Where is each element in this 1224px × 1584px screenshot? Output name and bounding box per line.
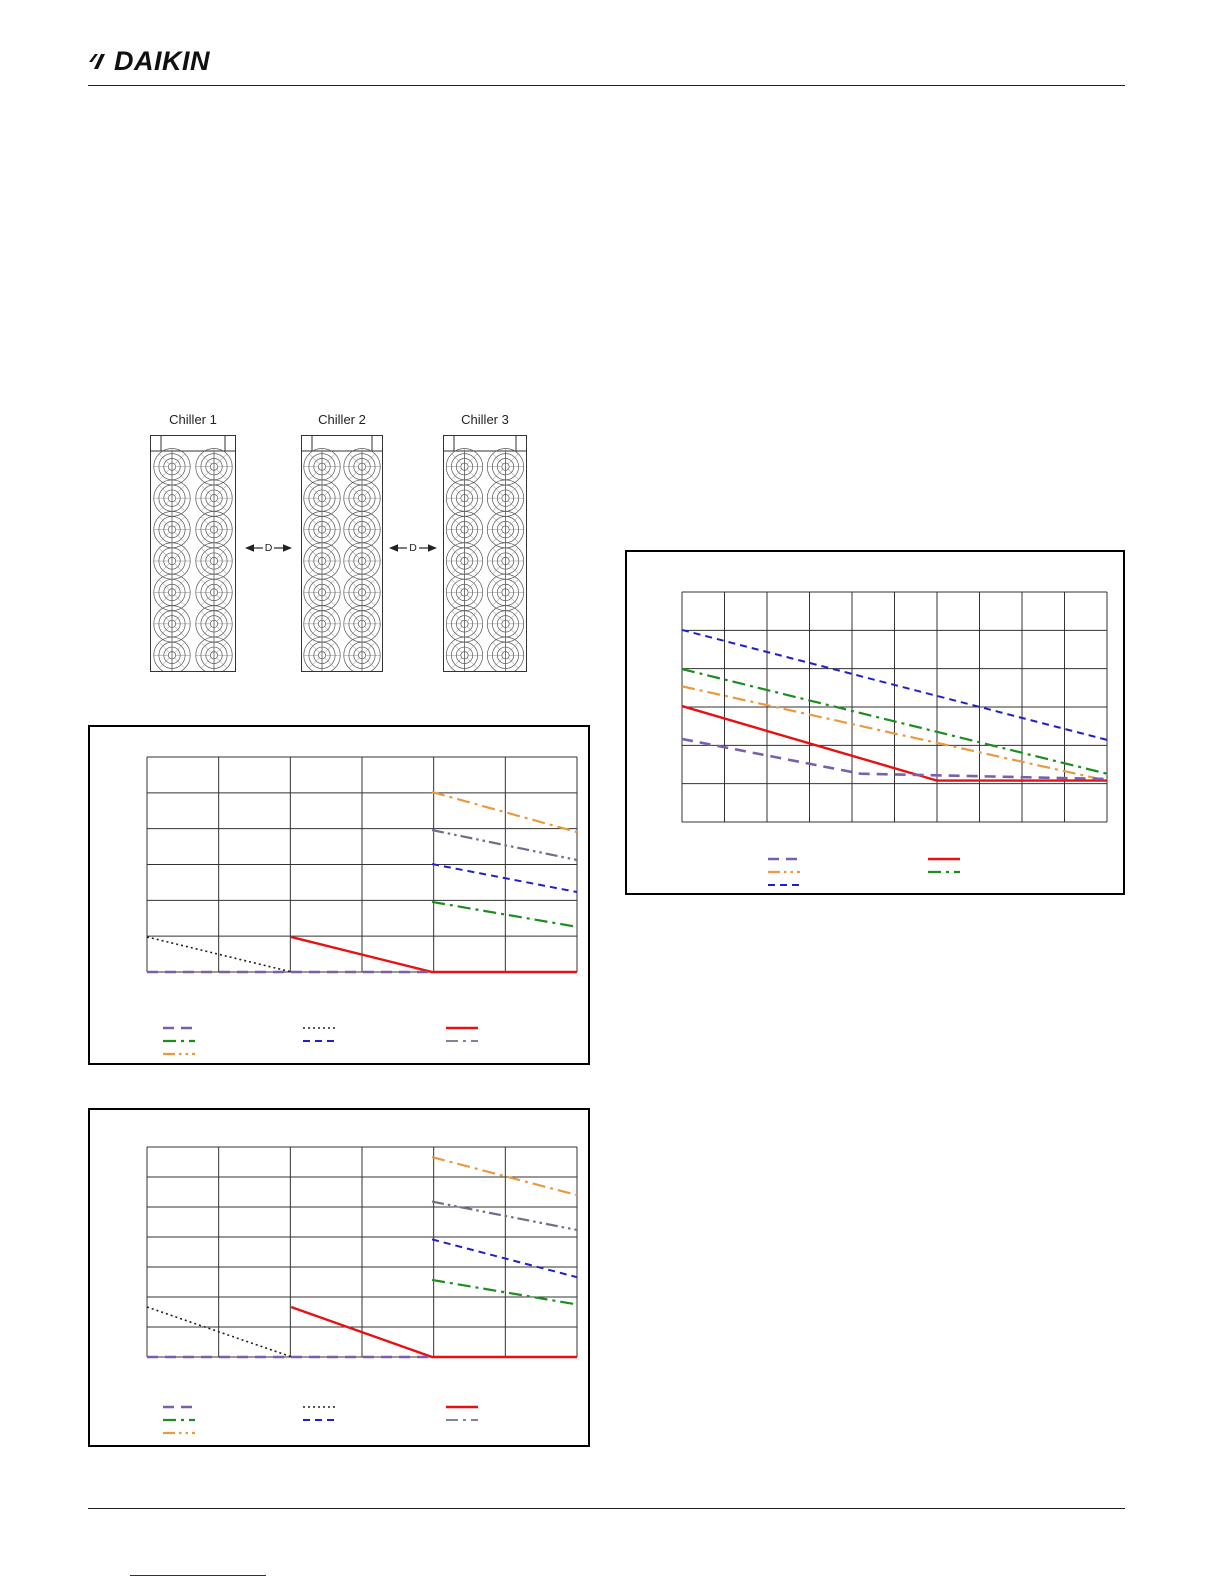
series-red-solid xyxy=(681,704,1107,782)
chiller-1-label: Chiller 1 xyxy=(169,412,217,427)
fan-icon xyxy=(343,636,381,671)
fan-icon xyxy=(195,479,233,517)
series-green-dash-dot xyxy=(681,667,1108,775)
derating-chart-bottom xyxy=(88,1108,590,1447)
legend-swatch-purple-longdash xyxy=(162,1024,196,1032)
fan-icon xyxy=(486,479,525,517)
fan-array xyxy=(151,436,235,671)
series-blue-dashed xyxy=(681,628,1108,741)
fan-icon xyxy=(153,479,191,517)
chiller-3-unit xyxy=(443,435,527,672)
series-orange-dash-dot xyxy=(431,1156,578,1197)
series-red-solid xyxy=(290,1305,577,1359)
legend-swatch-green-dashdot xyxy=(927,868,961,876)
footer-link[interactable] xyxy=(130,1564,266,1576)
fan-icon xyxy=(486,636,525,671)
fan-icon xyxy=(195,605,233,643)
fan-icon xyxy=(303,636,341,671)
chart-canvas xyxy=(146,756,578,974)
fan-icon xyxy=(303,448,341,486)
chart-canvas xyxy=(681,591,1108,823)
legend-swatch-blue-dashed xyxy=(302,1037,336,1045)
legend-swatch-gray-dashdot xyxy=(445,1037,479,1045)
legend-swatch-green-dashdot xyxy=(162,1416,196,1424)
chart-grid xyxy=(146,1146,578,1358)
chart-canvas xyxy=(146,1146,578,1359)
chart-grid xyxy=(146,756,578,973)
chiller-1-unit xyxy=(150,435,236,672)
series-green-dash-dot xyxy=(431,900,578,928)
series-orange-dash-dot xyxy=(681,685,1108,782)
series-black-dotted xyxy=(146,1306,293,1358)
chiller-2-label: Chiller 2 xyxy=(318,412,366,427)
brand-name: DAIKIN xyxy=(114,46,210,76)
legend-swatch-purple-longdash xyxy=(767,855,801,863)
fan-icon xyxy=(195,542,233,580)
fan-icon xyxy=(486,510,525,549)
legend-swatch-black-dotted xyxy=(302,1403,336,1411)
arrow-right-icon xyxy=(418,544,437,552)
legend-swatch-orange-dashdotdot xyxy=(162,1429,196,1437)
legend-swatch-red-solid xyxy=(445,1403,479,1411)
legend-swatch-black-dotted xyxy=(302,1024,336,1032)
chiller-3-label: Chiller 3 xyxy=(461,412,509,427)
series-black-dotted xyxy=(146,936,293,973)
legend-swatch-blue-dashed xyxy=(302,1416,336,1424)
legend-swatch-purple-longdash xyxy=(162,1403,196,1411)
legend-swatch-red-solid xyxy=(927,855,961,863)
legend-swatch-blue-dashed xyxy=(767,881,801,889)
legend-swatch-red-solid xyxy=(445,1024,479,1032)
spacing-dimension-1: D xyxy=(236,541,301,555)
derating-chart-right xyxy=(625,550,1125,895)
fan-icon xyxy=(153,636,191,671)
arrow-left-icon xyxy=(389,544,408,552)
header-rule xyxy=(88,85,1125,86)
series-gray-dash-dot-dot xyxy=(431,1200,578,1232)
series-green-dash-dot xyxy=(431,1278,578,1306)
arrow-right-icon xyxy=(274,544,293,552)
arrow-left-icon xyxy=(244,544,263,552)
fan-array xyxy=(302,436,382,671)
fan-array xyxy=(444,436,526,671)
series-gray-dash-dot-dot xyxy=(431,829,578,862)
fan-icon xyxy=(195,448,233,486)
chart-grid xyxy=(681,591,1108,823)
series-blue-dashed xyxy=(431,863,578,894)
series-red-solid xyxy=(290,935,577,974)
series-orange-dash-dot xyxy=(431,790,578,834)
legend-swatch-green-dashdot xyxy=(162,1037,196,1045)
legend-swatch-orange-dashdotdot xyxy=(162,1050,196,1058)
legend-swatch-gray-dashdot xyxy=(445,1416,479,1424)
spacing-label: D xyxy=(264,541,273,554)
spacing-label: D xyxy=(409,541,417,554)
derating-chart-middle xyxy=(88,725,590,1065)
spacing-dimension-2: D xyxy=(383,541,443,555)
series-blue-dashed xyxy=(431,1238,578,1279)
fan-icon xyxy=(153,605,191,643)
fan-icon xyxy=(195,636,233,671)
fan-icon xyxy=(445,636,484,671)
daikin-logo: DAIKIN xyxy=(88,46,210,77)
legend-swatch-orange-dashdotdot xyxy=(767,868,801,876)
fan-icon xyxy=(445,573,484,612)
daikin-logo-mark-icon xyxy=(89,53,105,69)
chiller-2-unit xyxy=(301,435,383,672)
series-purple-long-dash xyxy=(681,737,1108,781)
footer-rule xyxy=(88,1508,1125,1509)
